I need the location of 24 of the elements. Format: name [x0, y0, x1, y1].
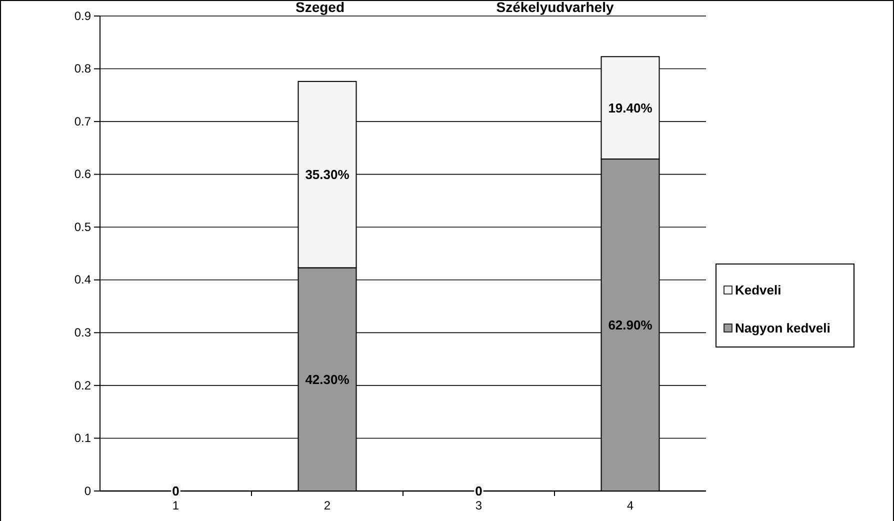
x-tick-label: 1	[172, 498, 180, 513]
y-tick-label: 0	[84, 484, 92, 498]
text: Székelyudvarhely	[496, 0, 614, 15]
data-label: 42.30%	[305, 372, 350, 387]
y-tick-label: 0.7	[74, 114, 92, 128]
y-tick-label: 0.3	[74, 326, 92, 340]
data-label: 19.40%	[608, 100, 653, 116]
y-tick-label: 0.2	[74, 378, 92, 392]
legend-label: Kedveli	[735, 282, 782, 298]
data-label: 62.90%	[608, 318, 653, 333]
y-tick-label: 0.1	[74, 431, 92, 446]
x-tick-label: 3	[475, 498, 482, 513]
data-label: 0	[475, 484, 482, 499]
x-tick-label: 4	[626, 498, 634, 513]
y-tick-label: 0.6	[74, 167, 92, 182]
data-label: 35.30%	[305, 167, 350, 182]
legend-label: Nagyon kedveli	[735, 320, 830, 336]
x-tick-label: 2	[324, 498, 331, 513]
data-label: 0	[172, 484, 180, 499]
y-tick-label: 0.9	[74, 8, 92, 23]
y-tick-label: 0.8	[74, 62, 92, 76]
y-tick-label: 0.4	[74, 272, 92, 287]
y-tick-label: 0.5	[74, 220, 92, 234]
text: Szeged	[295, 0, 345, 15]
